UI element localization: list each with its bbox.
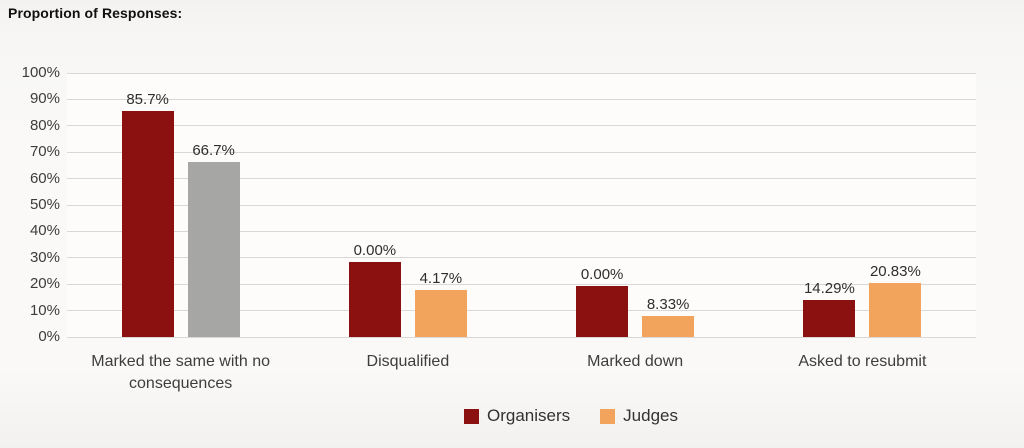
bar-column-organisers: 85.7% [121, 73, 174, 337]
gridline-30% [67, 257, 976, 259]
value-label: 0.00% [580, 265, 624, 283]
bar-judges [187, 161, 240, 337]
legend-item-organisers: Organisers [464, 406, 570, 426]
y-tick-label: 40% [29, 222, 60, 240]
y-tick-label: 50% [29, 196, 60, 213]
gridline-50% [67, 204, 976, 206]
bar-judges [414, 289, 467, 337]
gridline-70% [67, 151, 976, 153]
y-tick-label: 100% [21, 64, 60, 81]
category-label: Disqualified [366, 353, 450, 370]
y-tick-label: 0% [38, 328, 60, 345]
y-tick-label: 10% [29, 301, 60, 319]
y-tick-label: 90% [29, 90, 60, 108]
value-label: 20.83% [869, 262, 921, 280]
bar-column-organisers: 14.29% [803, 73, 856, 337]
bar-group: 0.00% 4.17% [294, 73, 521, 337]
value-label: 66.7% [192, 141, 235, 159]
category-label: Marked the same with no consequences [91, 353, 270, 393]
x-axis-category-labels: Marked the same with no consequences Disq… [67, 351, 976, 396]
y-tick-label: 30% [29, 248, 60, 266]
bar-judges [642, 315, 695, 337]
bar-organisers [348, 261, 401, 337]
gridline-40% [67, 230, 976, 232]
legend-swatch-icon [600, 408, 616, 424]
legend-label: Organisers [487, 406, 571, 425]
value-label: 4.17% [419, 269, 463, 287]
value-label: 85.7% [126, 90, 169, 108]
legend-label: Judges [623, 406, 678, 425]
legend-swatch-icon [464, 408, 480, 424]
chart-title: Proportion of Responses: [8, 5, 183, 21]
bar-organisers [576, 285, 629, 337]
bar-column-judges: 20.83% [869, 73, 922, 337]
gridline-10% [67, 310, 976, 312]
gridline-90% [67, 98, 976, 100]
legend-item-judges: Judges [600, 406, 678, 426]
category-label: Asked to resubmit [798, 353, 927, 370]
bar-group: 0.00% 8.33% [522, 73, 749, 337]
bar-organisers [803, 299, 856, 337]
y-tick-label: 80% [29, 116, 60, 134]
bar-groups: 85.7% 66.7% 0.00% 4.17% 0.00% 8.33% 14.29% 20.8… [67, 73, 976, 337]
bar-column-judges: 66.7% [187, 73, 240, 337]
y-axis-tick-labels: 100% 90% 80% 70% 60% 50% 40% 30% 20% 10% 0% [0, 64, 60, 345]
value-label: 0.00% [353, 241, 397, 259]
legend: Organisers Judges [0, 406, 1024, 426]
gridline-60% [67, 178, 976, 180]
gridline-100% [67, 72, 976, 74]
bar-column-judges: 4.17% [414, 73, 467, 337]
bar-group: 14.29% 20.83% [749, 73, 976, 337]
bar-organisers [121, 110, 174, 337]
y-tick-label: 60% [29, 169, 60, 187]
bar-judges [869, 282, 922, 337]
y-tick-label: 70% [29, 143, 60, 161]
bar-column-judges: 8.33% [642, 73, 695, 337]
y-tick-label: 20% [29, 275, 60, 293]
bar-column-organisers: 0.00% [576, 73, 629, 337]
gridline-20% [67, 283, 976, 285]
bar-group: 85.7% 66.7% [67, 73, 294, 337]
value-label: 8.33% [646, 295, 690, 313]
bar-column-organisers: 0.00% [348, 73, 401, 337]
gridline-0% [67, 336, 976, 338]
category-label: Marked down [587, 353, 684, 370]
plot-area: 85.7% 66.7% 0.00% 4.17% 0.00% 8.33% 14.29% 20.8… [67, 72, 976, 338]
gridline-80% [67, 125, 976, 127]
value-label: 14.29% [803, 279, 855, 297]
